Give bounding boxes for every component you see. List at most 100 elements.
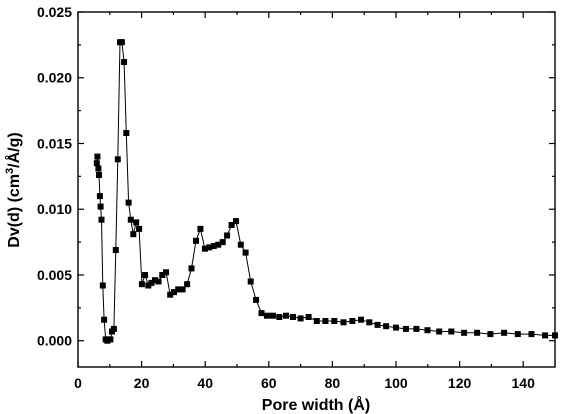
y-axis-title: Dv(d) (cm3/Å/g)	[4, 132, 23, 247]
data-point	[138, 281, 145, 288]
y-tick-label: 0.005	[37, 267, 72, 283]
data-point	[461, 329, 468, 336]
data-point	[258, 310, 265, 317]
x-tick-label: 40	[197, 375, 213, 391]
data-point	[383, 323, 390, 330]
data-point	[276, 314, 283, 320]
data-point	[349, 318, 356, 324]
data-point	[528, 331, 535, 338]
x-tick-label: 20	[134, 375, 150, 391]
y-tick-label: 0.015	[37, 135, 72, 151]
data-point	[253, 296, 260, 303]
data-point	[163, 269, 170, 276]
y-axis-title-rest: /Å/g)	[4, 132, 23, 168]
data-point	[283, 312, 289, 319]
data-point	[93, 160, 100, 167]
data-point	[514, 331, 521, 338]
data-point	[224, 232, 231, 239]
data-point	[110, 325, 117, 332]
data-point	[96, 193, 103, 200]
data-point	[171, 289, 177, 296]
data-point	[322, 318, 329, 324]
data-point	[358, 316, 364, 323]
data-point	[99, 282, 106, 289]
data-point	[95, 165, 102, 172]
data-point	[331, 318, 338, 324]
data-point	[159, 272, 166, 278]
x-axis-title: Pore width (Å)	[262, 395, 370, 414]
data-point	[215, 241, 222, 248]
tick-labels: 0 20 40 60 80 100 120 140 0.000 0.005 0.010 0.015 0.…	[37, 4, 535, 391]
data-point	[366, 319, 373, 326]
data-point	[179, 286, 186, 293]
data-point	[247, 278, 254, 285]
x-tick-label: 120	[448, 375, 472, 391]
data-point	[121, 59, 128, 65]
data-point	[97, 203, 104, 210]
data-point	[130, 231, 137, 238]
axis-ticks	[77, 11, 555, 367]
x-tick-label: 140	[512, 375, 536, 391]
data-point	[219, 239, 226, 246]
data-point	[133, 219, 140, 226]
data-point	[107, 336, 114, 343]
data-point	[542, 332, 549, 339]
data-series	[93, 39, 558, 344]
data-point	[127, 216, 134, 223]
data-point	[436, 328, 443, 335]
y-tick-label: 0.010	[37, 201, 72, 217]
data-point	[101, 316, 108, 323]
data-point	[155, 278, 162, 285]
data-point	[114, 156, 121, 163]
data-point	[501, 329, 508, 336]
data-point	[313, 318, 320, 324]
x-tick-label: 60	[261, 375, 277, 391]
data-point	[118, 39, 125, 46]
plot-frame	[77, 11, 556, 368]
data-point	[340, 319, 347, 326]
data-point	[263, 312, 270, 319]
data-point	[123, 130, 130, 136]
x-tick-label: 0	[74, 375, 82, 391]
data-point	[175, 286, 182, 293]
y-axis-title-sup: 3	[4, 168, 16, 174]
data-point	[413, 325, 420, 332]
data-point	[233, 218, 239, 225]
data-point	[237, 241, 244, 248]
data-point	[290, 314, 296, 320]
data-point	[145, 282, 152, 289]
data-point	[96, 172, 102, 178]
data-point	[188, 265, 195, 272]
data-point	[297, 315, 304, 322]
data-point	[210, 243, 217, 249]
data-point	[393, 324, 399, 331]
data-point	[487, 331, 494, 338]
data-point	[167, 291, 174, 298]
data-point	[448, 328, 455, 335]
y-tick-label: 0.025	[37, 4, 72, 20]
data-point	[269, 312, 276, 319]
data-point	[152, 277, 158, 284]
data-point	[206, 244, 213, 251]
data-point	[474, 329, 481, 336]
y-tick-label: 0.000	[37, 333, 72, 349]
y-tick-label: 0.020	[37, 70, 72, 86]
data-point	[125, 199, 132, 206]
x-tick-label: 100	[384, 375, 408, 391]
data-point	[228, 222, 235, 228]
data-point	[424, 327, 431, 334]
data-point	[402, 325, 409, 332]
data-point	[374, 321, 381, 328]
data-point	[148, 279, 155, 286]
data-point	[98, 216, 105, 223]
y-axis-title-main: Dv(d) (cm	[6, 174, 23, 248]
series-line	[96, 41, 555, 342]
data-point	[94, 153, 101, 160]
data-point	[136, 225, 143, 232]
data-point	[112, 247, 119, 253]
data-point	[184, 281, 191, 288]
data-point	[242, 249, 249, 256]
x-tick-label: 80	[325, 375, 341, 391]
